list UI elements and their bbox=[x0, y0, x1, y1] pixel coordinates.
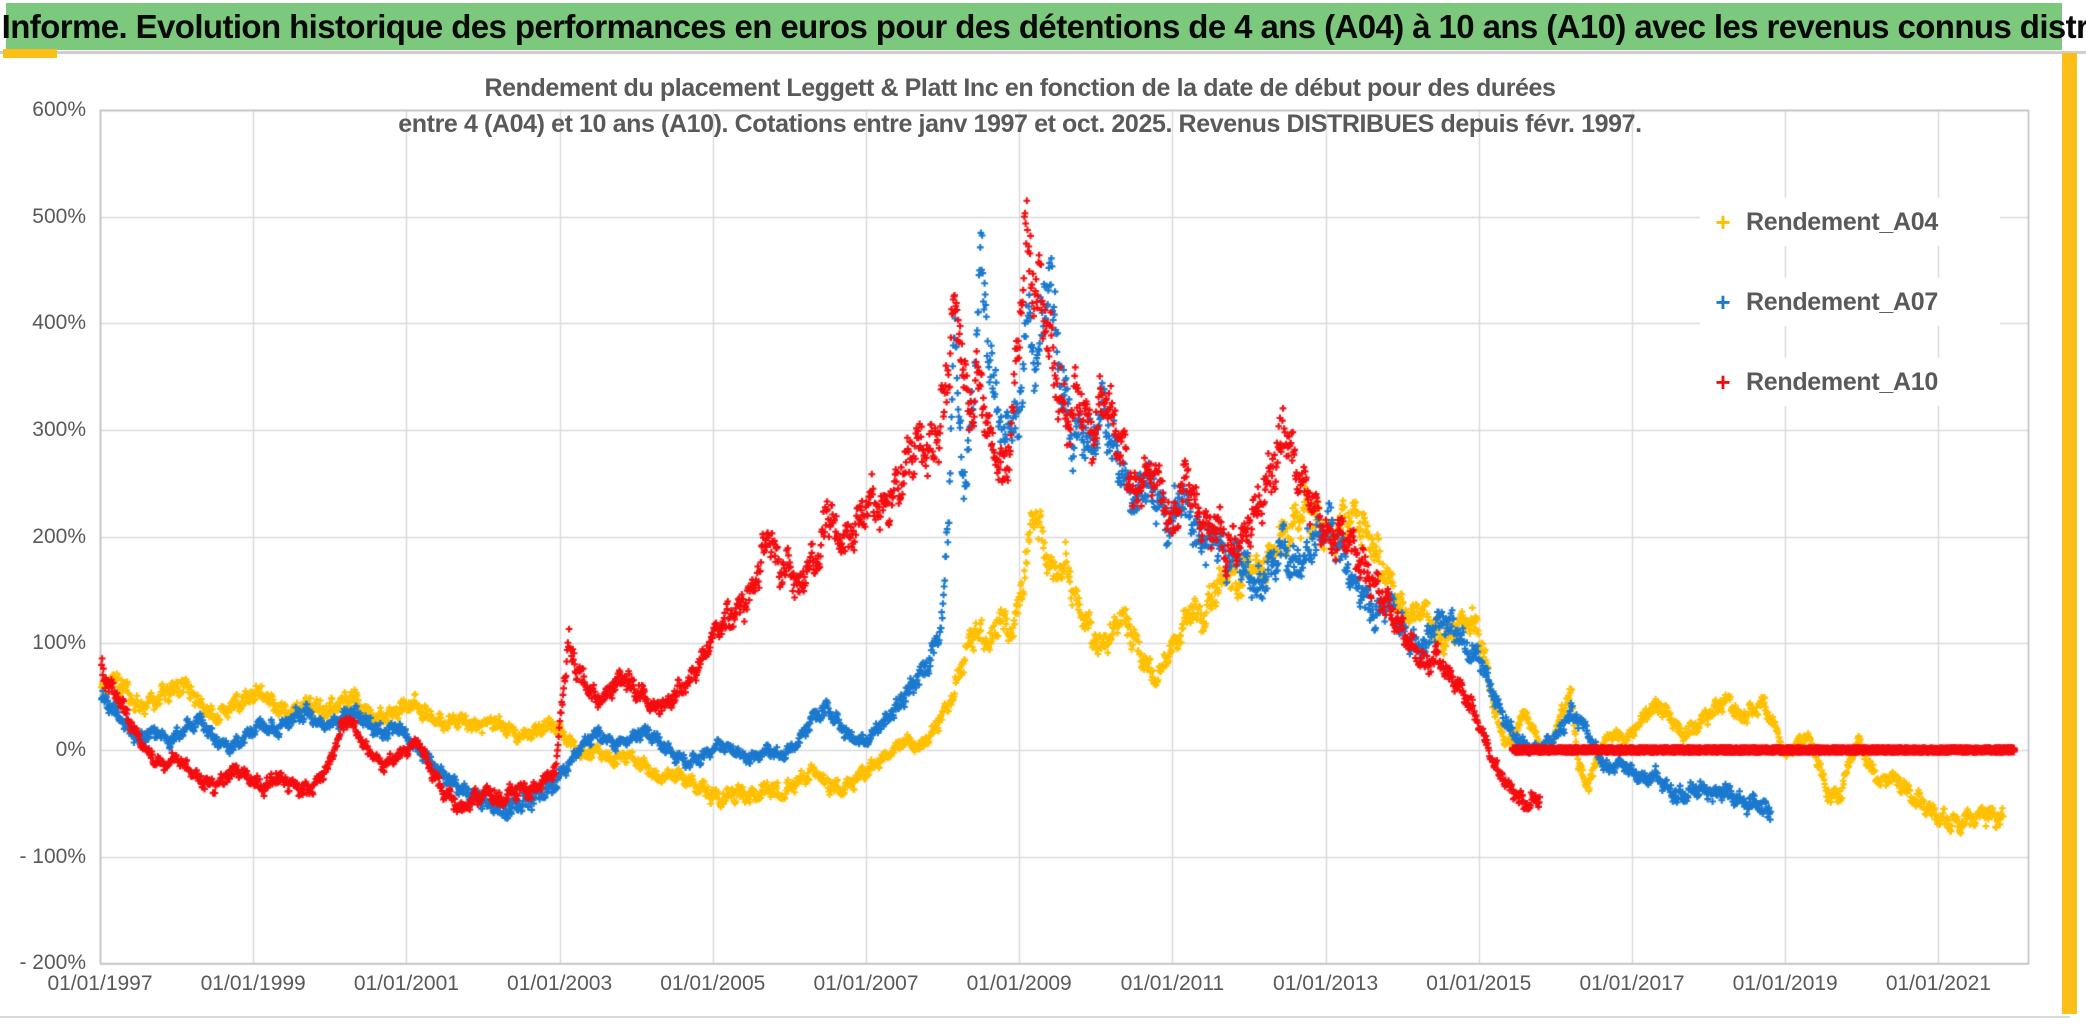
gold-tab-accent bbox=[3, 49, 57, 58]
footer-rule bbox=[0, 1016, 2070, 1018]
legend-label: Rendement_A07 bbox=[1746, 287, 1938, 316]
legend-item-rendement-a04: + Rendement_A04 bbox=[1700, 198, 2000, 246]
chart-title: Rendement du placement Leggett & Platt I… bbox=[240, 70, 1800, 142]
x-axis-tick-label: 01/01/2003 bbox=[507, 972, 613, 995]
y-axis-tick-label: 0% bbox=[55, 738, 86, 761]
legend-item-rendement-a07: + Rendement_A07 bbox=[1700, 278, 2000, 326]
x-axis-tick-label: 01/01/2011 bbox=[1120, 972, 1225, 995]
x-axis-tick-label: 01/01/2001 bbox=[353, 972, 459, 995]
plus-marker-icon-a04: + bbox=[1715, 207, 1731, 237]
y-axis-tick-label: - 200% bbox=[19, 951, 86, 975]
x-axis-tick-label: 01/01/1997 bbox=[47, 972, 153, 995]
x-axis-tick-label: 01/01/2013 bbox=[1273, 972, 1379, 995]
x-axis-tick-label: 01/01/2021 bbox=[1885, 972, 1991, 995]
y-axis-tick-label: 600% bbox=[32, 97, 86, 121]
x-axis-tick-label: 01/01/2005 bbox=[660, 972, 766, 995]
legend-label: Rendement_A04 bbox=[1746, 207, 1938, 236]
x-axis-tick-label: 01/01/2017 bbox=[1579, 972, 1685, 995]
legend-label: Rendement_A10 bbox=[1746, 367, 1938, 396]
header-banner: ADAM Informe. Evolution historique des p… bbox=[0, 3, 2086, 50]
gold-strip-accent bbox=[2062, 53, 2077, 1014]
legend-item-rendement-a10: + Rendement_A10 bbox=[1700, 358, 2000, 406]
header-title: ADAM Informe. Evolution historique des p… bbox=[0, 7, 2086, 45]
x-axis-tick-label: 01/01/2015 bbox=[1426, 972, 1532, 995]
y-axis-tick-label: 300% bbox=[32, 417, 86, 441]
y-axis-tick-label: 400% bbox=[32, 311, 86, 335]
header-rule bbox=[0, 51, 2086, 54]
chart-title-line2: entre 4 (A04) et 10 ans (A10). Cotations… bbox=[398, 110, 1642, 138]
y-axis-tick-label: 200% bbox=[32, 524, 86, 548]
y-axis-tick-label: 100% bbox=[32, 631, 86, 655]
y-axis-tick-label: - 100% bbox=[19, 844, 86, 868]
x-axis-tick-label: 01/01/2019 bbox=[1732, 972, 1838, 995]
x-axis-tick-label: 01/01/2009 bbox=[966, 972, 1072, 995]
x-axis-tick-label: 01/01/2007 bbox=[813, 972, 919, 995]
y-axis-tick-label: 500% bbox=[32, 204, 86, 228]
plus-marker-icon-a10: + bbox=[1715, 367, 1731, 397]
chart-title-line1: Rendement du placement Leggett & Platt I… bbox=[484, 74, 1556, 102]
x-axis-tick-label: 01/01/1999 bbox=[200, 972, 306, 995]
plus-marker-icon-a07: + bbox=[1715, 287, 1731, 317]
